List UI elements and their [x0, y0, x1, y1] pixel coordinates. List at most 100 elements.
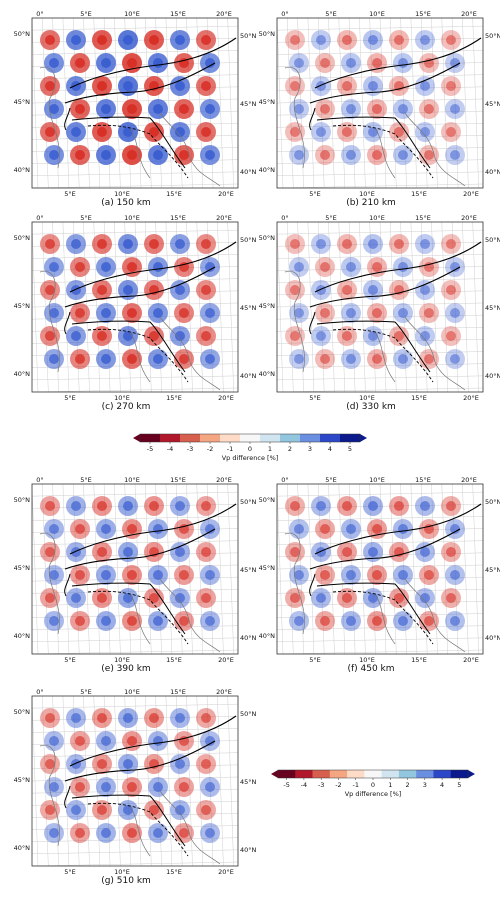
grid-line	[175, 484, 183, 654]
anomaly-core-slow	[201, 331, 211, 341]
anomaly-core-slow	[127, 354, 137, 364]
colorbar-segment	[312, 770, 331, 778]
anomaly-core-fast	[153, 736, 163, 746]
grid-line	[32, 703, 238, 709]
lon-tick-top: 15°E	[170, 10, 186, 18]
anomaly-core-fast	[175, 81, 185, 91]
lon-tick-top: 15°E	[415, 214, 431, 222]
lon-tick-top: 20°E	[216, 688, 232, 696]
colorbar-tick-label: 2	[405, 781, 409, 789]
lat-tick-left: 45°N	[259, 98, 276, 106]
lon-tick-bottom: 20°E	[218, 394, 234, 402]
grid-line	[277, 254, 483, 259]
lat-tick-right: 40°N	[240, 372, 257, 380]
colorbar-tick-label: 4	[440, 781, 444, 789]
anomaly-core-fast	[294, 104, 304, 114]
lat-tick-left: 40°N	[14, 844, 31, 852]
anomaly-core-fast	[316, 81, 326, 91]
anomaly-core-fast	[49, 104, 59, 114]
anomaly-core-fast	[346, 150, 356, 160]
lon-tick-bottom: 10°E	[359, 394, 375, 402]
anomaly-core-fast	[346, 104, 356, 114]
grid-line	[277, 327, 483, 332]
lon-tick-bottom: 15°E	[411, 190, 427, 198]
grid-line	[32, 540, 238, 545]
caption-c: (c) 270 km	[101, 402, 151, 412]
anomaly-core-slow	[45, 331, 55, 341]
lat-tick-left: 50°N	[14, 496, 31, 504]
anomaly-core-fast	[175, 759, 185, 769]
grid-line	[390, 18, 397, 188]
anomaly-core-slow	[75, 308, 85, 318]
grid-line	[379, 222, 387, 392]
lon-tick-bottom: 15°E	[166, 394, 182, 402]
map-g: 0° 5°E 10°E 15°E 20°E 5°E 10°E 15°E 20°E 50°N 50°N…	[14, 688, 257, 876]
anomaly-core-slow	[320, 354, 330, 364]
colorbar-extend-min	[271, 770, 278, 778]
anomaly-core-fast	[101, 58, 111, 68]
anomaly-core-fast	[49, 354, 59, 364]
anomaly-core-fast	[420, 285, 430, 295]
anomaly-core-fast	[294, 354, 304, 364]
anomaly-core-slow	[201, 35, 211, 45]
anomaly-core-slow	[45, 713, 55, 723]
anomaly-core-fast	[101, 150, 111, 160]
lon-tick-top: 5°E	[80, 214, 92, 222]
anomaly-core-slow	[424, 104, 434, 114]
colorbar-segment	[347, 770, 365, 778]
anomaly-core-slow	[75, 616, 85, 626]
colorbar-tick-label: -2	[207, 445, 213, 453]
anomaly-core-slow	[201, 805, 211, 815]
grid-line	[390, 222, 397, 392]
grid-line	[217, 484, 224, 654]
grid-line	[277, 25, 483, 31]
grid-line	[348, 18, 356, 188]
lat-tick-left: 40°N	[259, 370, 276, 378]
anomaly-core-slow	[394, 501, 404, 511]
anomaly-core-slow	[127, 150, 137, 160]
colorbar-segment	[381, 770, 400, 778]
anomaly-core-slow	[179, 308, 189, 318]
anomaly-core-slow	[342, 331, 352, 341]
grid-line	[472, 484, 479, 654]
colorbar-segment	[160, 434, 181, 442]
lat-tick-left: 40°N	[14, 166, 31, 174]
anomaly-core-fast	[420, 127, 430, 137]
lon-tick-bottom: 15°E	[166, 190, 182, 198]
anomaly-core-fast	[450, 524, 460, 534]
lat-tick-left: 45°N	[259, 302, 276, 310]
anomaly-core-fast	[294, 308, 304, 318]
lat-tick-right: 50°N	[240, 710, 257, 718]
lat-tick-left: 50°N	[259, 30, 276, 38]
anomaly-core-slow	[446, 127, 456, 137]
anomaly-core-slow	[320, 150, 330, 160]
anomaly-core-fast	[346, 308, 356, 318]
map-content	[277, 222, 483, 392]
anomaly-core-slow	[424, 150, 434, 160]
anomaly-core-fast	[71, 331, 81, 341]
fault-line	[309, 62, 461, 104]
grid-line	[114, 484, 121, 654]
anomaly-core-fast	[450, 308, 460, 318]
grid-line	[52, 484, 59, 654]
anomaly-core-fast	[398, 524, 408, 534]
fault-line	[309, 573, 431, 635]
grid-line	[400, 222, 407, 392]
fault-line-dashed	[332, 328, 434, 383]
lat-tick-left: 50°N	[14, 234, 31, 242]
grid-line	[32, 849, 238, 855]
grid-line	[32, 74, 238, 79]
anomaly-core-fast	[123, 501, 133, 511]
fault-line	[64, 62, 216, 104]
anomaly-core-fast	[450, 262, 460, 272]
fault-line	[64, 311, 186, 373]
anomaly-core-slow	[179, 828, 189, 838]
fault-line-dashed	[332, 124, 434, 179]
grid-line	[359, 18, 366, 188]
anomaly-core-fast	[123, 331, 133, 341]
lat-tick-right: 40°N	[240, 168, 257, 176]
lat-tick-left: 45°N	[14, 98, 31, 106]
anomaly-core-slow	[75, 150, 85, 160]
grid-line	[420, 18, 428, 188]
grid-line	[462, 222, 469, 392]
